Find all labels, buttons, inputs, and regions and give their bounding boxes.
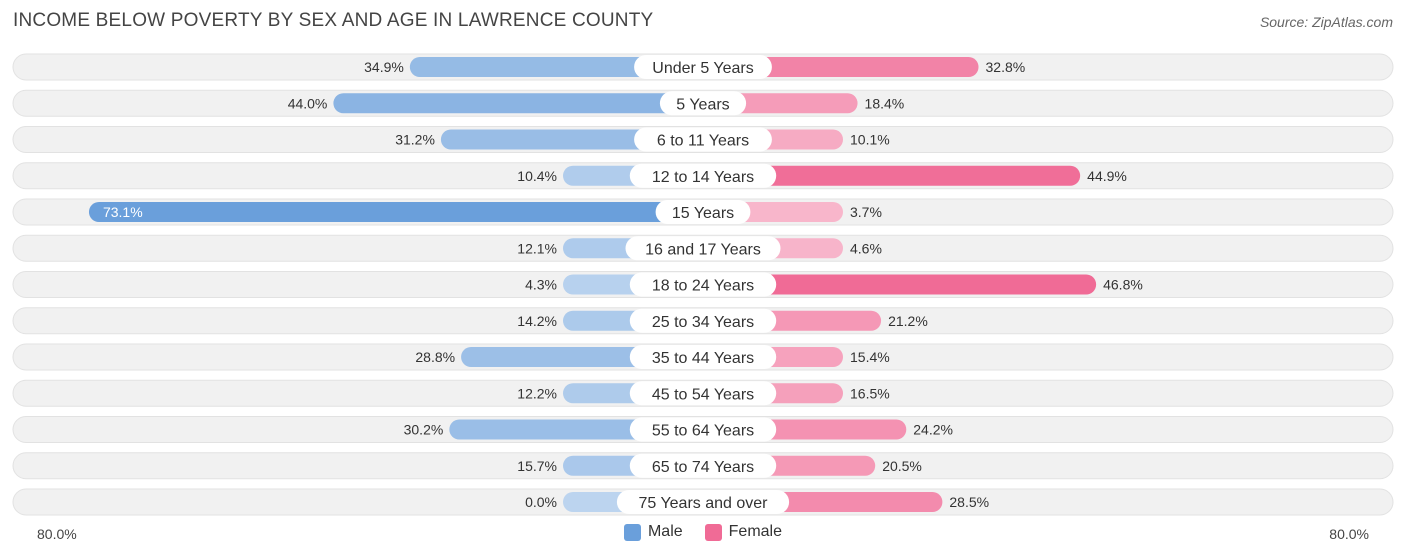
category-pill xyxy=(616,490,790,514)
bar-male xyxy=(409,57,703,77)
category-label: 12 to 14 Years xyxy=(652,169,754,186)
value-label-female: 20.5% xyxy=(882,458,922,474)
value-label-female: 44.9% xyxy=(1087,168,1127,184)
chart-source: Source: ZipAtlas.com xyxy=(1259,14,1393,30)
legend-swatch-male xyxy=(623,523,641,541)
category-pill xyxy=(629,163,777,188)
category-pill xyxy=(629,308,777,333)
value-label-male: 30.2% xyxy=(404,422,444,438)
category-pill xyxy=(634,127,772,152)
category-label: 6 to 11 Years xyxy=(657,133,749,150)
legend-label-male: Male xyxy=(647,523,683,540)
category-label: Under 5 Years xyxy=(652,60,753,77)
category-pill xyxy=(629,381,777,406)
category-label: 18 to 24 Years xyxy=(652,278,754,295)
value-label-male: 73.1% xyxy=(103,204,143,220)
value-label-male: 10.4% xyxy=(517,168,557,184)
value-label-male: 12.1% xyxy=(517,240,557,256)
value-label-male: 0.0% xyxy=(525,494,557,510)
legend-swatch-female xyxy=(704,523,722,541)
legend-item-female: Female xyxy=(704,523,783,541)
category-label: 25 to 34 Years xyxy=(652,314,754,331)
category-label: 45 to 54 Years xyxy=(652,386,754,403)
value-label-female: 15.4% xyxy=(850,349,890,365)
bar-female xyxy=(703,165,1081,186)
axis-label-left: 80.0% xyxy=(37,526,77,542)
chart-legend: Male Female xyxy=(0,523,1406,541)
value-label-female: 10.1% xyxy=(850,132,890,148)
category-pill xyxy=(629,453,777,478)
category-label: 5 Years xyxy=(676,96,729,113)
category-label: 75 Years and over xyxy=(639,495,769,512)
category-pill xyxy=(659,91,747,116)
value-label-female: 21.2% xyxy=(888,313,928,329)
category-pill xyxy=(629,345,777,369)
category-pill xyxy=(634,55,772,79)
bar-male xyxy=(88,202,703,222)
value-label-male: 14.2% xyxy=(517,313,557,329)
legend-label-female: Female xyxy=(728,523,783,540)
value-label-male: 12.2% xyxy=(517,385,557,401)
category-pill xyxy=(629,417,777,442)
value-label-female: 3.7% xyxy=(850,204,882,220)
value-label-female: 18.4% xyxy=(865,95,905,111)
axis-label-right: 80.0% xyxy=(1329,526,1369,542)
bar-female xyxy=(703,274,1097,295)
category-label: 65 to 74 Years xyxy=(652,459,754,476)
chart-title: INCOME BELOW POVERTY BY SEX AND AGE IN L… xyxy=(13,10,654,31)
value-label-female: 28.5% xyxy=(949,494,989,510)
category-label: 16 and 17 Years xyxy=(645,241,761,258)
value-label-male: 28.8% xyxy=(415,349,455,365)
value-label-male: 31.2% xyxy=(395,132,435,148)
value-label-female: 24.2% xyxy=(913,422,953,438)
category-label: 55 to 64 Years xyxy=(652,423,754,440)
value-label-male: 34.9% xyxy=(364,59,404,75)
category-pill xyxy=(655,200,751,224)
category-pill xyxy=(625,236,781,261)
value-label-male: 15.7% xyxy=(517,458,557,474)
value-label-male: 44.0% xyxy=(288,95,328,111)
value-label-female: 4.6% xyxy=(850,240,882,256)
value-label-male: 4.3% xyxy=(525,277,557,293)
legend-item-male: Male xyxy=(623,523,683,541)
category-pill xyxy=(629,272,777,297)
value-label-female: 46.8% xyxy=(1103,277,1143,293)
bar-male xyxy=(333,93,703,114)
bar-female xyxy=(703,57,979,77)
category-label: 15 Years xyxy=(672,205,734,222)
value-label-female: 16.5% xyxy=(850,385,890,401)
value-label-female: 32.8% xyxy=(986,59,1026,75)
category-label: 35 to 44 Years xyxy=(652,350,754,367)
